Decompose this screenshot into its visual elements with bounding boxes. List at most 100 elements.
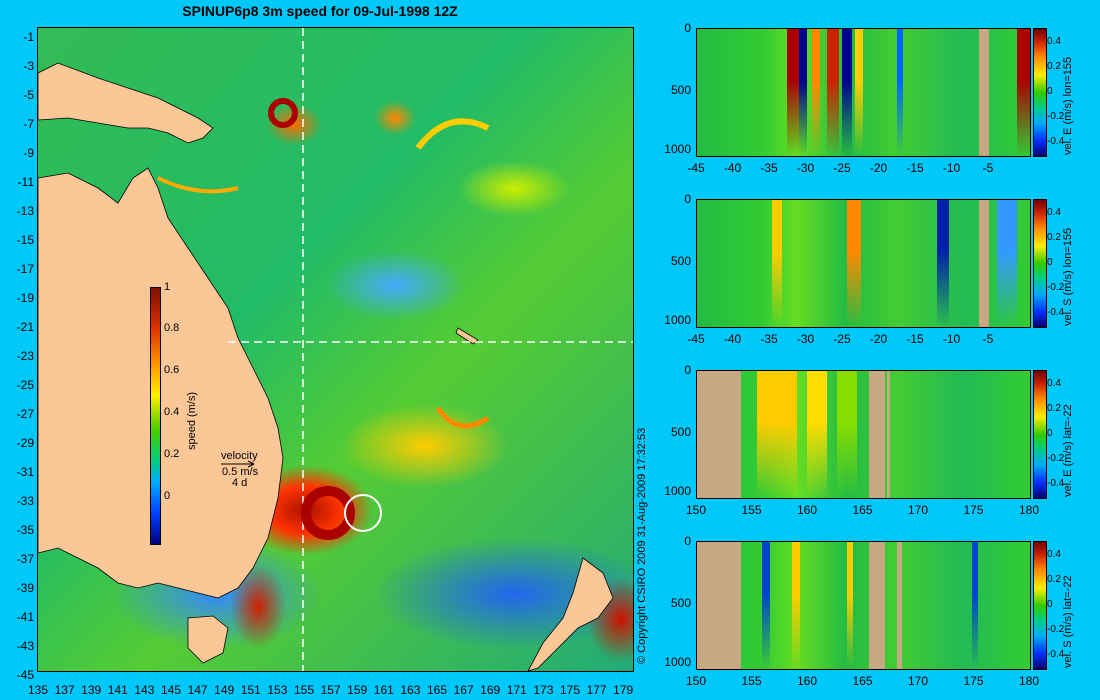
panel-y-tick: 0	[684, 192, 691, 206]
panel-x-tick: -45	[687, 332, 705, 346]
panel-colorbar-tick: -0.2	[1047, 282, 1065, 293]
panel-label: vel. E (m/s) lat=-22	[1062, 404, 1074, 497]
map-y-tick: -13	[16, 204, 34, 218]
colorbar-label: speed (m/s)	[186, 391, 198, 450]
velocity-stripe	[997, 200, 1017, 327]
panel-y-tick: 500	[670, 425, 691, 439]
section-panel	[696, 199, 1031, 328]
panel-x-tick: 175	[963, 503, 984, 517]
panel-y-tick: 1000	[664, 655, 691, 669]
panel-y-tick: 500	[670, 83, 691, 97]
panel-x-tick: 165	[852, 503, 873, 517]
panel-x-tick: 170	[907, 674, 929, 688]
panel-colorbar-tick: -0.4	[1047, 136, 1065, 147]
map-y-tick: -37	[16, 552, 34, 566]
map-overlay	[38, 28, 633, 671]
panel-colorbar-tick: -0.2	[1047, 453, 1065, 464]
panel-y-tick: 0	[684, 534, 691, 548]
speed-colorbar	[150, 287, 161, 545]
cbar-tick: 0.6	[164, 364, 180, 376]
land-new-guinea	[38, 62, 214, 144]
map-x-tick: 177	[586, 683, 607, 697]
panel-colorbar-tick: -0.4	[1047, 478, 1065, 489]
panel-y-tick: 1000	[664, 484, 691, 498]
panel-y-tick: 1000	[664, 313, 691, 327]
panel-colorbar-tick: 0	[1047, 86, 1053, 97]
map-y-tick: -21	[16, 320, 34, 334]
velocity-stripe	[757, 371, 797, 498]
map-y-tick: -17	[16, 262, 34, 276]
panel-x-tick: 180	[1018, 674, 1040, 688]
map-x-tick: 173	[533, 683, 554, 697]
velocity-stripe	[807, 371, 827, 498]
map-x-tick: 145	[160, 683, 182, 697]
land-mask	[697, 371, 741, 498]
map-y-tick: -9	[23, 146, 34, 160]
map-x-tick: 137	[54, 683, 75, 697]
panel-colorbar-tick: -0.4	[1047, 649, 1065, 660]
land-mask	[887, 371, 890, 498]
panel-x-tick: -15	[906, 332, 924, 346]
map-y-tick: -31	[16, 465, 34, 479]
map-x-tick: 153	[267, 683, 288, 697]
panel-x-tick: -40	[723, 161, 742, 175]
velocity-stripe	[772, 200, 782, 327]
land-mask	[979, 200, 989, 327]
panel-x-tick: 150	[685, 503, 707, 517]
map-x-tick: 157	[320, 683, 341, 697]
panel-x-tick: -25	[833, 332, 851, 346]
panel-colorbar-tick: 0.2	[1047, 574, 1061, 585]
panel-x-tick: 165	[852, 674, 873, 688]
map-x-tick: 135	[27, 683, 49, 697]
map-y-tick: -3	[23, 59, 34, 73]
panel-colorbar-tick: -0.4	[1047, 307, 1065, 318]
map-x-tick: 167	[453, 683, 474, 697]
land-mask	[697, 542, 741, 669]
map-x-tick: 165	[426, 683, 448, 697]
panel-x-tick: -15	[906, 161, 924, 175]
map-y-tick: -7	[23, 117, 34, 131]
panel-y-tick: 0	[684, 21, 691, 35]
panel-colorbar-tick: 0.4	[1047, 378, 1061, 389]
velocity-stripe	[847, 200, 861, 327]
map-x-tick: 175	[559, 683, 581, 697]
panel-x-tick: 160	[796, 503, 818, 517]
velocity-duration: 4 d	[232, 477, 248, 489]
panel-y-tick: 1000	[664, 142, 691, 156]
velocity-stripe	[847, 542, 853, 669]
panel-x-tick: -40	[723, 332, 742, 346]
map-y-tick: -43	[16, 639, 34, 653]
cbar-tick: 0.8	[164, 322, 180, 334]
cbar-tick: 0.2	[164, 448, 180, 460]
map-x-tick: 141	[107, 683, 128, 697]
land-mask	[869, 542, 885, 669]
velocity-scale: 0.5 m/s	[222, 466, 259, 478]
panel-colorbar	[1033, 370, 1047, 499]
panel-colorbar-tick: 0	[1047, 599, 1053, 610]
panel-colorbar-tick: -0.2	[1047, 111, 1065, 122]
panel-y-tick: 500	[670, 254, 691, 268]
panel-colorbar-tick: 0.2	[1047, 403, 1061, 414]
map-y-tick: -33	[16, 494, 34, 508]
panel-colorbar-tick: 0.2	[1047, 61, 1061, 72]
panel-y-tick: 500	[670, 596, 691, 610]
map-y-tick: -1	[23, 30, 34, 44]
map-x-tick: 155	[293, 683, 315, 697]
panel-colorbar-tick: 0.2	[1047, 232, 1061, 243]
velocity-stripe	[792, 542, 800, 669]
velocity-stripe	[1017, 29, 1030, 156]
panel-label: vel. S (m/s) lon=155	[1062, 227, 1074, 326]
map-y-tick: -27	[16, 407, 34, 421]
panel-x-tick: -30	[796, 332, 815, 346]
panel-x-tick: -10	[942, 161, 961, 175]
map-y-tick: -35	[16, 523, 34, 537]
panel-colorbar	[1033, 541, 1047, 670]
panel-x-tick: 175	[963, 674, 984, 688]
velocity-stripe	[827, 29, 839, 156]
panel-x-tick: 150	[685, 674, 707, 688]
map-x-tick: 147	[187, 683, 208, 697]
panel-y-tick: 0	[684, 363, 691, 377]
map-x-tick: 159	[347, 683, 368, 697]
map-y-tick: -39	[16, 581, 34, 595]
panel-colorbar	[1033, 28, 1047, 157]
